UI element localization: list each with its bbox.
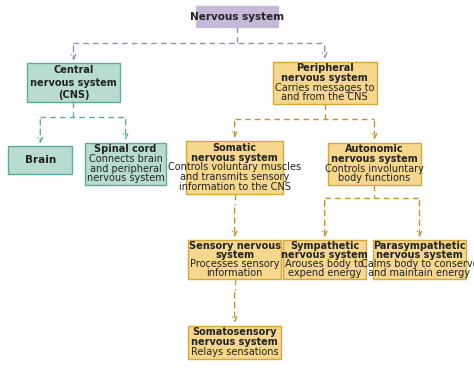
Text: Autonomic: Autonomic [345,144,404,154]
Text: Spinal cord: Spinal cord [94,144,157,154]
FancyBboxPatch shape [273,61,377,104]
Text: and peripheral: and peripheral [90,163,162,174]
Text: Somatosensory: Somatosensory [192,328,277,337]
FancyBboxPatch shape [373,240,465,279]
Text: system: system [215,250,254,260]
FancyBboxPatch shape [188,326,281,359]
Text: Sensory nervous: Sensory nervous [189,241,281,251]
Text: body functions: body functions [338,173,410,183]
Text: Peripheral: Peripheral [296,63,354,73]
Text: Parasympathetic: Parasympathetic [373,241,466,251]
Text: information to the CNS: information to the CNS [179,182,291,192]
Text: Carries messages to: Carries messages to [275,82,374,93]
Text: Connects brain: Connects brain [89,154,163,164]
Text: Central
nervous system
(CNS): Central nervous system (CNS) [30,66,117,100]
Text: nervous system: nervous system [331,154,418,164]
Text: Controls voluntary muscles: Controls voluntary muscles [168,162,301,173]
FancyBboxPatch shape [195,7,278,27]
Text: Somatic: Somatic [212,143,257,153]
Text: Relays sensations: Relays sensations [191,347,278,357]
FancyBboxPatch shape [186,141,283,194]
Text: Controls involuntary: Controls involuntary [325,163,424,174]
Text: Sympathetic: Sympathetic [290,241,359,251]
FancyBboxPatch shape [27,64,119,102]
FancyBboxPatch shape [283,240,366,279]
Text: Brain: Brain [25,155,56,165]
Text: Arouses body to: Arouses body to [285,259,364,269]
Text: Processes sensory: Processes sensory [190,259,279,269]
FancyBboxPatch shape [85,142,166,185]
Text: expend energy: expend energy [288,268,361,277]
Text: nervous system: nervous system [281,250,368,260]
Text: nervous system: nervous system [376,250,463,260]
FancyBboxPatch shape [188,240,281,279]
Text: and maintain energy: and maintain energy [368,268,471,277]
Text: Nervous system: Nervous system [190,11,284,22]
Text: nervous system: nervous system [191,337,278,347]
Text: nervous system: nervous system [281,73,368,83]
FancyBboxPatch shape [8,146,72,174]
Text: and transmits sensory: and transmits sensory [180,172,289,182]
FancyBboxPatch shape [328,142,420,185]
Text: and from the CNS: and from the CNS [282,92,368,102]
Text: Calms body to conserve: Calms body to conserve [361,259,474,269]
Text: information: information [207,268,263,277]
Text: nervous system: nervous system [191,153,278,163]
Text: nervous system: nervous system [87,173,164,183]
